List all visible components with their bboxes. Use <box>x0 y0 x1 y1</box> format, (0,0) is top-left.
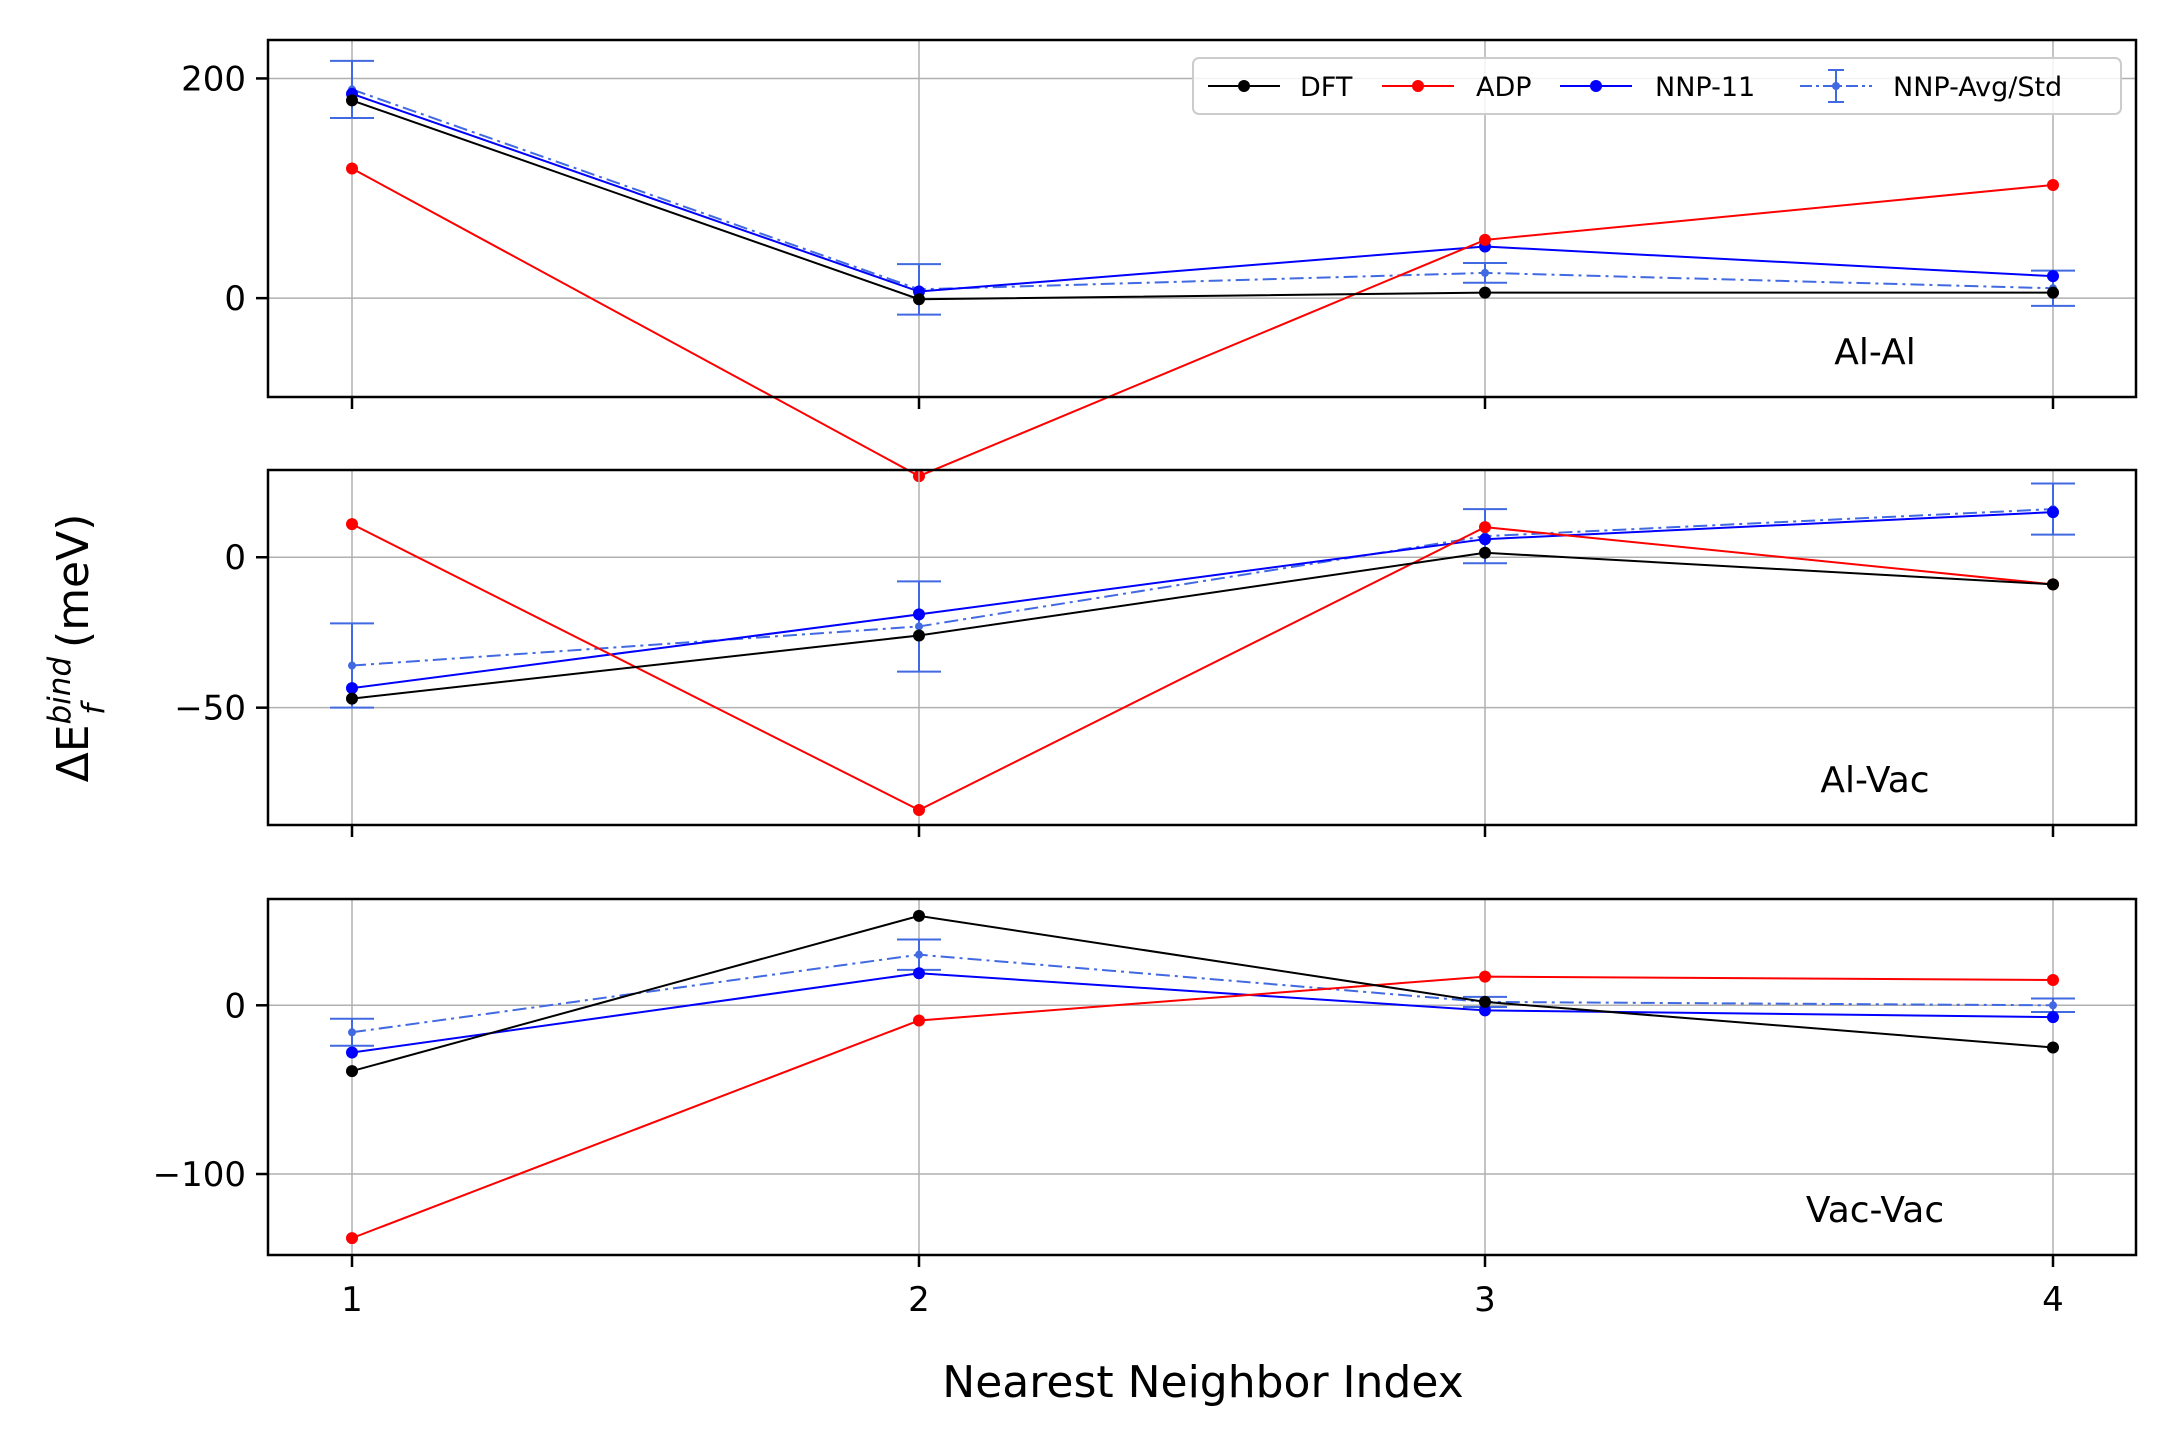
series-nnp-avg-std <box>330 59 2075 316</box>
x-tick-label: 3 <box>1474 1280 1496 1320</box>
legend-label: NNP-11 <box>1655 72 1755 103</box>
data-point <box>1479 995 1491 1008</box>
data-point <box>2047 178 2059 191</box>
data-point <box>1481 268 1489 277</box>
series-dft <box>346 546 2059 705</box>
series-line <box>351 551 2054 700</box>
series-line <box>351 972 2054 1054</box>
y-tick-label: 0 <box>224 538 246 578</box>
data-point <box>1479 546 1491 559</box>
panel-frame <box>266 897 2138 1257</box>
data-point <box>1479 233 1491 246</box>
data-point <box>2047 578 2059 591</box>
y-tick-label: −100 <box>153 1155 246 1195</box>
series-line <box>351 511 2054 690</box>
data-point <box>915 950 923 959</box>
data-point <box>346 162 358 175</box>
data-point <box>2047 286 2059 299</box>
legend-marker <box>1412 80 1424 92</box>
data-point <box>2047 506 2059 519</box>
y-axis-title: ΔEbindf (meV) <box>42 514 112 783</box>
data-point <box>2049 1001 2057 1010</box>
data-point <box>2047 973 2059 986</box>
legend-label: DFT <box>1300 72 1353 103</box>
series-line <box>351 92 2054 293</box>
panel-frame <box>266 468 2138 827</box>
series-line <box>351 975 2054 1240</box>
series-adp <box>346 518 2059 816</box>
data-point <box>1479 970 1491 983</box>
series-line <box>351 508 2054 667</box>
panel-al-vac: −50 0 Al-Vac <box>174 468 2138 837</box>
legend-marker <box>1238 80 1250 92</box>
data-point <box>1479 533 1491 546</box>
series-adp <box>346 970 2059 1245</box>
panel-label: Al-Al <box>1834 332 1915 373</box>
data-point <box>2047 1011 2059 1024</box>
series-nnp-avg-std <box>330 482 2075 709</box>
x-tick-label: 2 <box>908 1280 930 1320</box>
legend-frame <box>1192 57 2122 115</box>
legend-entry-nnp-avg-std: NNP-Avg/Std <box>1800 69 2062 103</box>
data-point <box>2047 270 2059 283</box>
x-tick-label: 1 <box>341 1280 363 1320</box>
x-axis-title: Nearest Neighbor Index <box>942 1357 1463 1408</box>
series-nnp-11 <box>346 87 2059 298</box>
x-tick-label: 4 <box>2042 1280 2064 1320</box>
series-line <box>351 99 2053 301</box>
series-dft <box>346 94 2059 306</box>
series-nnp-11 <box>346 967 2059 1059</box>
series-adp <box>346 162 2059 483</box>
data-point <box>346 1232 358 1245</box>
panel-label: Vac-Vac <box>1806 1190 1944 1231</box>
data-point <box>346 1065 358 1078</box>
y-tick-label: 0 <box>224 986 246 1026</box>
data-point <box>915 622 923 631</box>
panel-label: Al-Vac <box>1820 760 1929 801</box>
data-point <box>913 629 925 642</box>
legend-label: NNP-Avg/Std <box>1893 72 2062 103</box>
panels: 0 200 Al-Al −50 0 Al-Vac −100 0 1 2 3 4 Vac-Vac <box>153 38 2138 1320</box>
data-point <box>346 682 358 695</box>
panel-vac-vac: −100 0 1 2 3 4 Vac-Vac <box>153 897 2138 1320</box>
panel-frame <box>266 38 2138 399</box>
legend-label: ADP <box>1476 72 1532 103</box>
data-point <box>2047 1041 2059 1054</box>
series-line <box>351 914 2054 1073</box>
data-point <box>913 803 925 816</box>
data-point <box>1479 286 1491 299</box>
y-tick-label: 200 <box>181 59 246 99</box>
data-point <box>913 967 925 980</box>
data-point <box>913 1014 925 1027</box>
series-line <box>351 167 2054 478</box>
series-line <box>351 953 2054 1034</box>
data-point <box>346 518 358 531</box>
legend-marker <box>1832 82 1840 90</box>
data-point <box>913 909 925 922</box>
series-nnp-11 <box>346 506 2059 695</box>
data-point <box>348 661 356 670</box>
data-point <box>1479 1004 1491 1017</box>
data-point <box>346 94 358 107</box>
data-point <box>913 293 925 306</box>
data-point <box>1479 521 1491 534</box>
y-tick-label: 0 <box>224 279 246 319</box>
legend-entry-nnp-11: NNP-11 <box>1560 72 1755 103</box>
legend-marker <box>1590 80 1602 92</box>
series-line <box>351 523 2054 812</box>
legend: DFT ADP NNP-11 NNP-Avg/Std <box>1192 57 2122 115</box>
data-point <box>346 692 358 705</box>
data-point <box>346 1046 358 1059</box>
series-line <box>351 88 2054 291</box>
legend-entry-dft: DFT <box>1208 72 1353 103</box>
y-tick-label: −50 <box>174 689 246 729</box>
data-point <box>348 1028 356 1037</box>
legend-entry-adp: ADP <box>1382 72 1532 103</box>
data-point <box>913 608 925 621</box>
series-dft <box>346 909 2059 1078</box>
